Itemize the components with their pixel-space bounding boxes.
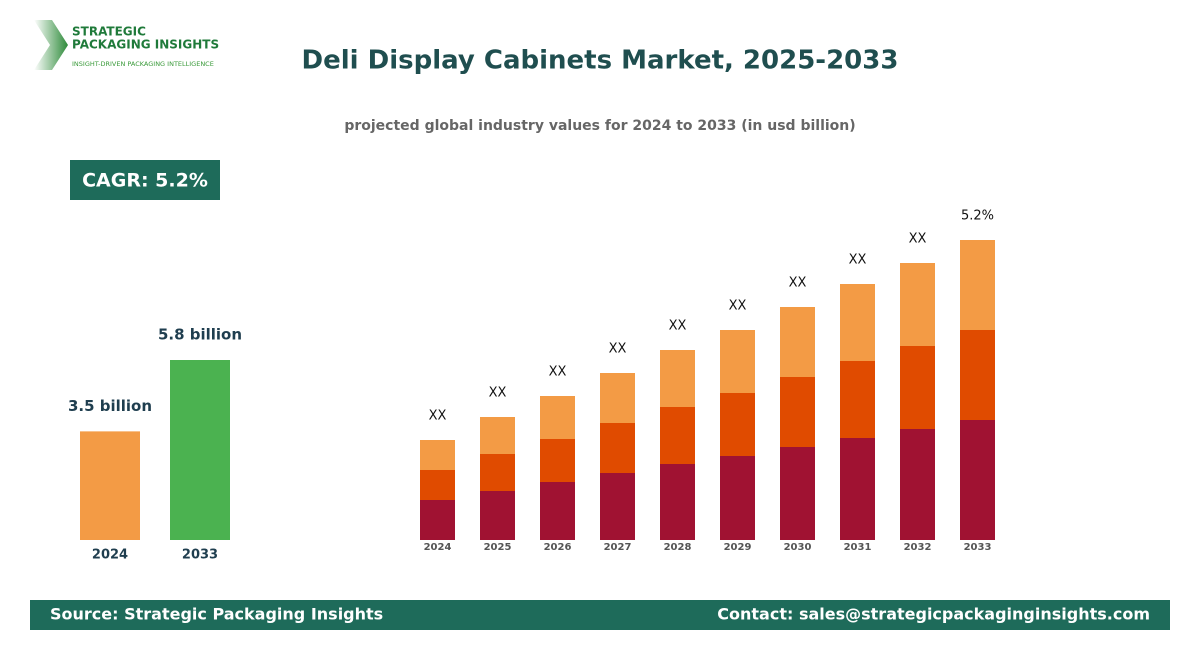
x-tick-label: 2024: [92, 548, 128, 563]
bar-segment: [720, 393, 755, 456]
bar-segment: [480, 454, 515, 491]
bar-segment: [540, 396, 575, 439]
x-tick-label: 2032: [904, 542, 932, 553]
logo-tagline: INSIGHT-DRIVEN PACKAGING INTELLIGENCE: [72, 60, 214, 68]
x-tick-label: 2033: [182, 548, 218, 563]
x-tick-label: 2028: [664, 542, 692, 553]
bar-label: XX: [429, 409, 447, 424]
bar-segment: [780, 377, 815, 447]
bar-label: XX: [729, 299, 747, 314]
x-tick-label: 2033: [964, 542, 992, 553]
bar-segment: [540, 439, 575, 482]
title: Deli Display Cabinets Market, 2025-2033: [302, 46, 899, 76]
value-label: 5.8 billion: [158, 326, 242, 344]
bar-segment: [420, 470, 455, 500]
x-tick-label: 2029: [724, 542, 752, 553]
bar: [170, 360, 230, 540]
x-tick-label: 2030: [784, 542, 812, 553]
bar-segment: [660, 407, 695, 464]
bar-segment: [900, 429, 935, 540]
bar-segment: [540, 482, 575, 540]
bar-segment: [600, 423, 635, 473]
bar-label: XX: [609, 342, 627, 357]
bar-label: 5.2%: [961, 209, 994, 224]
bar-segment: [960, 240, 995, 330]
logo-text: PACKAGING INSIGHTS: [72, 38, 219, 52]
x-tick-label: 2031: [844, 542, 872, 553]
footer-bar: [30, 600, 1170, 630]
bar-segment: [420, 500, 455, 540]
bar: [80, 431, 140, 540]
bar-segment: [660, 350, 695, 407]
cagr-text: CAGR: 5.2%: [82, 170, 208, 192]
subtitle: projected global industry values for 202…: [344, 118, 855, 134]
bar-segment: [420, 440, 455, 470]
x-tick-label: 2025: [484, 542, 512, 553]
cagr-badge: [70, 160, 220, 200]
bar-segment: [900, 263, 935, 346]
bar-segment: [600, 373, 635, 423]
bar-label: XX: [849, 253, 867, 268]
bar-label: XX: [489, 386, 507, 401]
bar-label: XX: [669, 319, 687, 334]
logo-mark: [34, 20, 68, 70]
bar-segment: [780, 447, 815, 540]
logo-text: STRATEGIC: [72, 25, 146, 39]
x-tick-label: 2026: [544, 542, 572, 553]
bar-segment: [480, 491, 515, 540]
bar-segment: [780, 307, 815, 377]
value-label: 3.5 billion: [68, 397, 152, 415]
bar-segment: [600, 473, 635, 540]
bar-segment: [900, 346, 935, 429]
footer-source: Source: Strategic Packaging Insights: [50, 605, 383, 624]
bar-segment: [840, 361, 875, 438]
bar-label: XX: [789, 276, 807, 291]
bar-segment: [960, 330, 995, 420]
bar-segment: [840, 438, 875, 540]
x-tick-label: 2027: [604, 542, 632, 553]
bar-label: XX: [549, 365, 567, 380]
bar-label: XX: [909, 232, 927, 247]
bar-segment: [480, 417, 515, 454]
bar-segment: [840, 284, 875, 361]
x-tick-label: 2024: [424, 542, 452, 553]
bar-segment: [720, 330, 755, 393]
footer-contact: Contact: sales@strategicpackaginginsight…: [717, 605, 1150, 624]
bar-segment: [660, 464, 695, 540]
bar-segment: [960, 420, 995, 540]
bar-segment: [720, 456, 755, 540]
